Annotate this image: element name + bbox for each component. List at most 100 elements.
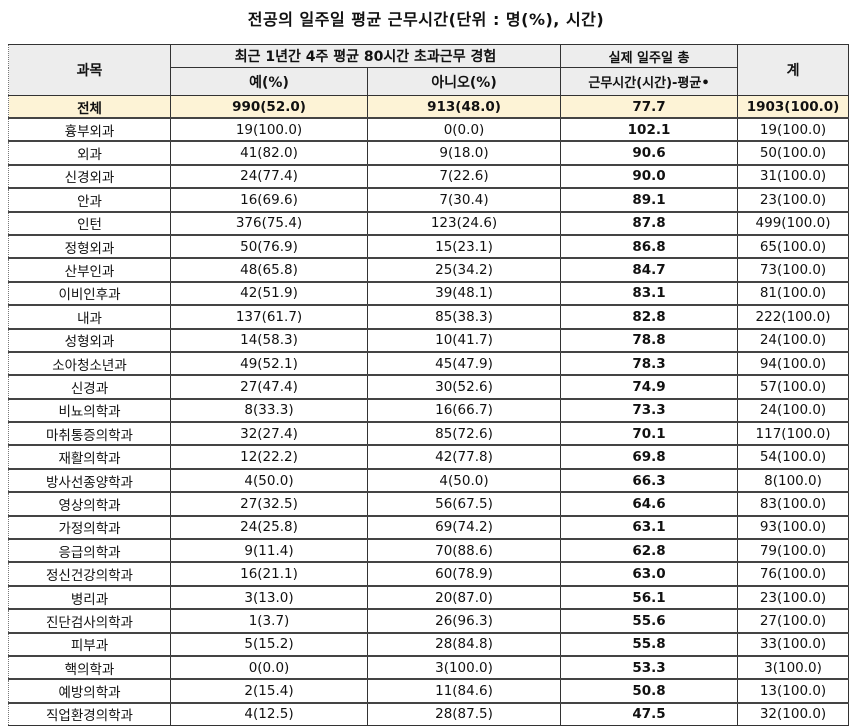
- cell-total: 76(100.0): [737, 561, 850, 587]
- cell-department: 이비인후과: [8, 280, 171, 306]
- cell-total: 8(100.0): [737, 467, 850, 493]
- cell-no: 123(24.6): [366, 210, 562, 236]
- table-row: 가정의학과 24(25.8) 69(74.2) 63.1 93(100.0): [8, 514, 850, 540]
- cell-no: 85(38.3): [366, 304, 562, 330]
- table-row: 피부과 5(15.2) 28(84.8) 55.8 33(100.0): [8, 631, 850, 657]
- cell-hours: 62.8: [560, 538, 739, 563]
- cell-yes: 137(61.7): [170, 304, 368, 330]
- table-row: 신경외과 24(77.4) 7(22.6) 90.0 31(100.0): [8, 163, 850, 189]
- cell-hours: 78.3: [560, 350, 739, 376]
- cell-yes: 27(47.4): [170, 374, 368, 400]
- cell-no: 69(74.2): [366, 514, 562, 540]
- cell-total: 33(100.0): [737, 631, 850, 657]
- cell-hours: 89.1: [560, 187, 739, 213]
- cell-total: 19(100.0): [737, 116, 850, 142]
- cell-department: 영상의학과: [8, 491, 171, 517]
- cell-total: 57(100.0): [737, 374, 850, 400]
- cell-hours: 55.8: [560, 631, 739, 657]
- cell-department: 내과: [8, 304, 171, 330]
- cell-hours: 77.7: [560, 95, 739, 119]
- cell-total: 13(100.0): [737, 678, 850, 704]
- cell-no: 85(72.6): [366, 421, 562, 446]
- table-row: 진단검사의학과 1(3.7) 26(96.3) 55.6 27(100.0): [8, 608, 850, 634]
- cell-department: 신경과: [8, 374, 171, 400]
- cell-yes: 42(51.9): [170, 280, 368, 306]
- cell-department: 흉부외과: [8, 116, 171, 142]
- cell-total: 23(100.0): [737, 187, 850, 213]
- cell-hours: 55.6: [560, 608, 739, 634]
- table-row: 이비인후과 42(51.9) 39(48.1) 83.1 81(100.0): [8, 280, 850, 306]
- cell-yes: 4(12.5): [170, 701, 368, 726]
- work-hours-table: 과목 최근 1년간 4주 평균 80시간 초과근무 경험 실제 일주일 총 계 …: [8, 44, 850, 726]
- cell-no: 39(48.1): [366, 280, 562, 306]
- cell-total: 23(100.0): [737, 584, 850, 610]
- cell-hours: 66.3: [560, 467, 739, 493]
- cell-no: 60(78.9): [366, 561, 562, 587]
- table-row: 병리과 3(13.0) 20(87.0) 56.1 23(100.0): [8, 584, 850, 610]
- cell-no: 10(41.7): [366, 327, 562, 353]
- cell-yes: 14(58.3): [170, 327, 368, 353]
- cell-hours: 84.7: [560, 257, 739, 283]
- cell-no: 7(22.6): [366, 163, 562, 189]
- cell-no: 11(84.6): [366, 678, 562, 704]
- cell-total: 3(100.0): [737, 654, 850, 680]
- cell-hours: 82.8: [560, 304, 739, 330]
- cell-total: 24(100.0): [737, 327, 850, 353]
- cell-no: 26(96.3): [366, 608, 562, 634]
- table-row: 정형외과 50(76.9) 15(23.1) 86.8 65(100.0): [8, 233, 850, 259]
- cell-total: 24(100.0): [737, 397, 850, 423]
- cell-total: 32(100.0): [737, 701, 850, 726]
- table-row: 비뇨의학과 8(33.3) 16(66.7) 73.3 24(100.0): [8, 397, 850, 423]
- cell-hours: 56.1: [560, 584, 739, 610]
- cell-department: 재활의학과: [8, 444, 171, 470]
- cell-yes: 19(100.0): [170, 116, 368, 142]
- cell-yes: 8(33.3): [170, 397, 368, 423]
- cell-hours: 63.0: [560, 561, 739, 587]
- cell-hours: 50.8: [560, 678, 739, 704]
- cell-department: 예방의학과: [8, 678, 171, 704]
- cell-no: 7(30.4): [366, 187, 562, 213]
- cell-department: 산부인과: [8, 257, 171, 283]
- cell-hours: 64.6: [560, 491, 739, 517]
- table-row: 영상의학과 27(32.5) 56(67.5) 64.6 83(100.0): [8, 491, 850, 517]
- cell-hours: 90.6: [560, 140, 739, 166]
- cell-hours: 86.8: [560, 233, 739, 259]
- cell-department: 정형외과: [8, 233, 171, 259]
- cell-no: 25(34.2): [366, 257, 562, 283]
- cell-total: 50(100.0): [737, 140, 850, 166]
- cell-department: 마취통증의학과: [8, 421, 171, 446]
- table-row: 핵의학과 0(0.0) 3(100.0) 53.3 3(100.0): [8, 654, 850, 680]
- cell-hours: 83.1: [560, 280, 739, 306]
- cell-total: 94(100.0): [737, 350, 850, 376]
- cell-no: 16(66.7): [366, 397, 562, 423]
- cell-no: 913(48.0): [366, 95, 562, 119]
- cell-no: 28(84.8): [366, 631, 562, 657]
- cell-no: 45(47.9): [366, 350, 562, 376]
- cell-total: 31(100.0): [737, 163, 850, 189]
- cell-total: 117(100.0): [737, 421, 850, 446]
- table-row: 예방의학과 2(15.4) 11(84.6) 50.8 13(100.0): [8, 678, 850, 704]
- cell-department: 외과: [8, 140, 171, 166]
- cell-total: 27(100.0): [737, 608, 850, 634]
- table-row: 소아청소년과 49(52.1) 45(47.9) 78.3 94(100.0): [8, 350, 850, 376]
- cell-yes: 3(13.0): [170, 584, 368, 610]
- cell-total: 1903(100.0): [737, 95, 850, 119]
- cell-hours: 47.5: [560, 701, 739, 726]
- cell-no: 20(87.0): [366, 584, 562, 610]
- cell-department: 가정의학과: [8, 514, 171, 540]
- table-row: 인턴 376(75.4) 123(24.6) 87.8 499(100.0): [8, 210, 850, 236]
- cell-no: 9(18.0): [366, 140, 562, 166]
- cell-hours: 69.8: [560, 444, 739, 470]
- cell-department: 소아청소년과: [8, 350, 171, 376]
- cell-no: 28(87.5): [366, 701, 562, 726]
- cell-no: 3(100.0): [366, 654, 562, 680]
- cell-no: 15(23.1): [366, 233, 562, 259]
- cell-yes: 12(22.2): [170, 444, 368, 470]
- cell-yes: 9(11.4): [170, 538, 368, 563]
- table-row: 흉부외과 19(100.0) 0(0.0) 102.1 19(100.0): [8, 116, 850, 142]
- cell-total: 83(100.0): [737, 491, 850, 517]
- header-yes: 예(%): [170, 67, 368, 96]
- cell-yes: 16(69.6): [170, 187, 368, 213]
- cell-yes: 41(82.0): [170, 140, 368, 166]
- cell-yes: 5(15.2): [170, 631, 368, 657]
